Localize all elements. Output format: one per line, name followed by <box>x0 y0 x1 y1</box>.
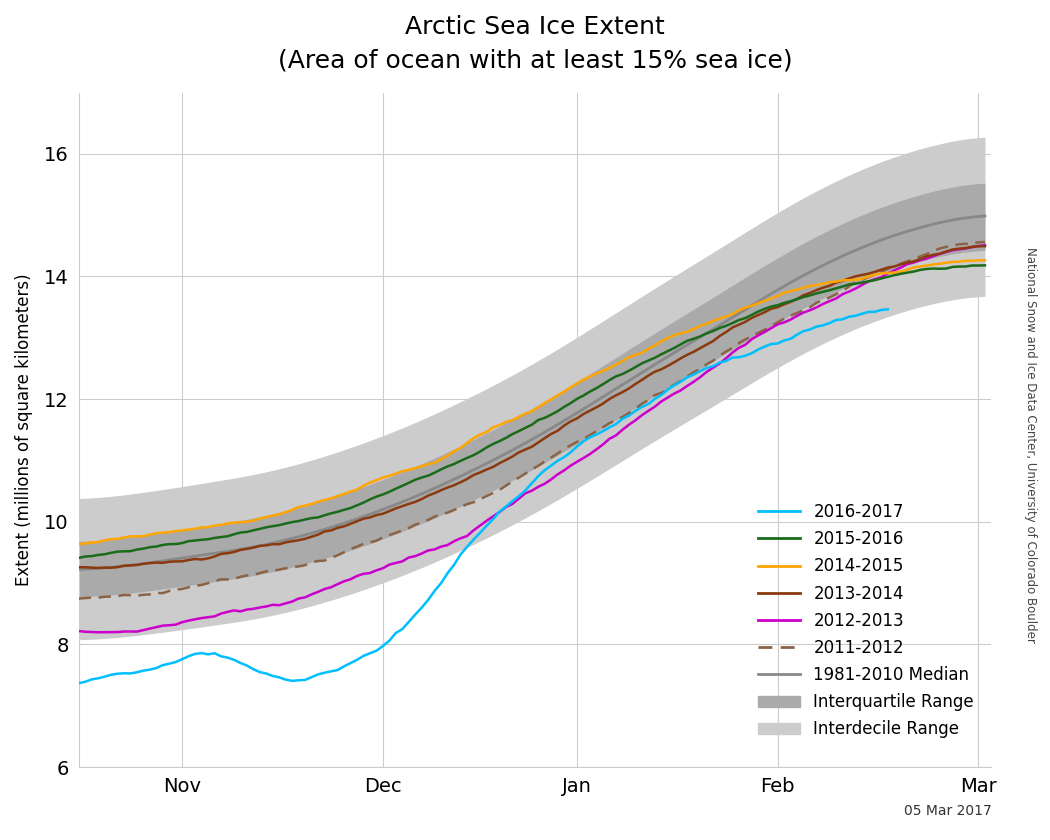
Text: 05 Mar 2017: 05 Mar 2017 <box>904 804 991 818</box>
Title: Arctic Sea Ice Extent
(Area of ocean with at least 15% sea ice): Arctic Sea Ice Extent (Area of ocean wit… <box>277 15 793 72</box>
Y-axis label: Extent (millions of square kilometers): Extent (millions of square kilometers) <box>15 274 33 586</box>
Legend: 2016-2017, 2015-2016, 2014-2015, 2013-2014, 2012-2013, 2011-2012, 1981-2010 Medi: 2016-2017, 2015-2016, 2014-2015, 2013-20… <box>758 503 974 738</box>
Text: National Snow and Ice Data Center, University of Colorado Boulder: National Snow and Ice Data Center, Unive… <box>1025 247 1037 643</box>
